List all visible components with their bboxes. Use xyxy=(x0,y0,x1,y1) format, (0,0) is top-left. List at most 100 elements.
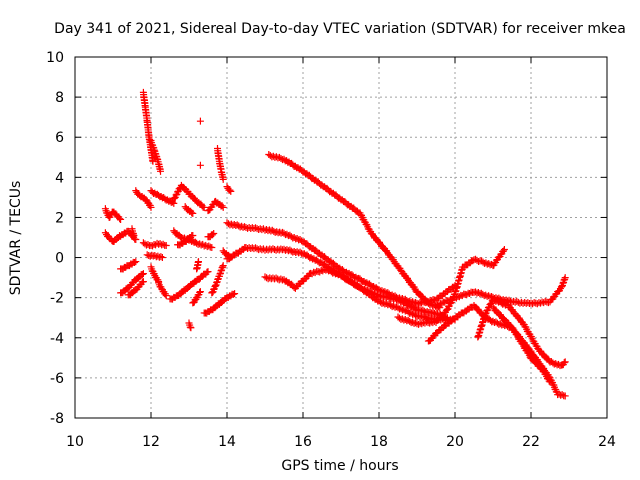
series-track xyxy=(174,231,197,249)
series-track xyxy=(132,187,155,211)
data-point xyxy=(558,391,566,399)
data-point xyxy=(483,307,491,315)
series-track xyxy=(489,303,554,386)
series-track xyxy=(223,244,451,322)
data-point xyxy=(226,253,234,261)
plot-frame xyxy=(74,56,608,419)
y-tick-label: 8 xyxy=(55,90,64,106)
y-tick-label: 2 xyxy=(55,210,64,226)
series-track xyxy=(474,296,569,370)
data-point xyxy=(154,276,162,284)
series-track xyxy=(170,181,208,211)
data-point xyxy=(513,297,521,305)
x-tick-label: 14 xyxy=(218,434,236,450)
data-point xyxy=(561,392,569,400)
x-tick-label: 20 xyxy=(446,434,464,450)
data-point xyxy=(272,274,280,282)
data-point xyxy=(159,240,167,248)
x-tick-label: 18 xyxy=(370,434,388,450)
y-tick-label: -4 xyxy=(50,331,64,347)
data-point xyxy=(158,254,166,262)
series-track xyxy=(196,161,204,169)
data-point xyxy=(131,258,139,266)
series-track xyxy=(101,205,125,223)
series-track xyxy=(143,251,166,262)
data-point xyxy=(316,268,324,276)
x-tick-label: 16 xyxy=(294,434,312,450)
data-point xyxy=(139,278,147,286)
x-tick-label: 12 xyxy=(142,434,160,450)
data-point xyxy=(261,273,269,281)
data-point xyxy=(252,244,259,252)
series-track xyxy=(265,151,444,312)
data-point xyxy=(147,203,155,211)
series-track xyxy=(147,136,164,175)
data-point xyxy=(161,290,169,298)
x-tick-label: 10 xyxy=(66,434,84,450)
data-point xyxy=(195,258,202,266)
data-point xyxy=(138,270,146,278)
data-point xyxy=(277,154,285,162)
y-tick-label: 0 xyxy=(55,251,64,267)
series-track xyxy=(189,288,204,307)
data-point xyxy=(311,269,319,277)
data-point xyxy=(308,270,316,278)
data-point xyxy=(241,223,249,231)
data-point xyxy=(218,202,226,210)
data-point xyxy=(210,229,218,237)
series-track xyxy=(204,197,227,215)
data-point xyxy=(117,215,125,223)
data-point xyxy=(188,209,196,217)
data-point xyxy=(157,253,165,261)
data-point xyxy=(226,186,234,194)
series-track xyxy=(223,219,459,308)
series-track xyxy=(200,290,239,317)
data-point xyxy=(172,191,180,199)
data-point xyxy=(116,215,124,223)
series-track xyxy=(185,319,195,332)
data-point xyxy=(162,292,170,300)
data-point xyxy=(204,268,212,276)
series-track xyxy=(147,187,178,207)
data-point xyxy=(219,203,227,211)
data-point xyxy=(229,290,237,298)
y-tick-label: -6 xyxy=(50,371,64,387)
y-tick-label: 10 xyxy=(46,50,64,66)
data-point xyxy=(231,290,239,298)
grid-lines xyxy=(75,57,607,418)
series-track xyxy=(139,239,170,250)
y-tick-label: -2 xyxy=(50,291,64,307)
data-point xyxy=(171,194,179,202)
data-point xyxy=(500,246,508,254)
series-track xyxy=(181,203,197,217)
data-point xyxy=(219,262,227,270)
data-points xyxy=(101,88,569,400)
data-point xyxy=(203,268,211,276)
x-tick-label: 22 xyxy=(522,434,540,450)
data-point xyxy=(196,161,204,169)
series-track xyxy=(261,265,459,324)
data-point xyxy=(205,242,213,250)
data-point xyxy=(189,231,197,239)
data-point xyxy=(199,240,207,248)
data-point xyxy=(187,324,195,332)
series-track xyxy=(117,258,140,273)
x-axis-label: GPS time / hours xyxy=(281,458,398,474)
series-track xyxy=(196,117,204,125)
data-point xyxy=(196,117,204,125)
data-point xyxy=(130,231,138,239)
y-tick-label: -8 xyxy=(50,411,64,427)
data-point xyxy=(139,270,147,278)
data-point xyxy=(200,203,208,211)
data-point xyxy=(196,288,204,296)
data-point xyxy=(196,288,204,296)
data-point xyxy=(209,231,217,239)
data-point xyxy=(481,310,489,318)
data-point xyxy=(162,242,170,250)
data-point xyxy=(227,187,235,195)
series-track xyxy=(223,183,235,195)
data-point xyxy=(484,304,492,312)
series-track xyxy=(208,262,227,297)
series-track xyxy=(204,229,218,241)
